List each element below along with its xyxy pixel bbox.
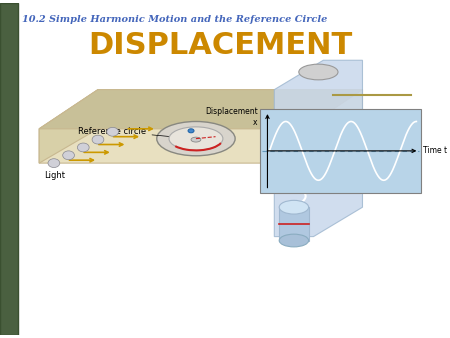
Ellipse shape [169, 127, 223, 150]
Polygon shape [39, 90, 363, 163]
Polygon shape [39, 90, 98, 163]
Text: DISPLACEMENT: DISPLACEMENT [88, 31, 352, 60]
Ellipse shape [299, 64, 338, 80]
Polygon shape [274, 60, 363, 237]
Polygon shape [279, 207, 309, 241]
Text: Light: Light [44, 171, 65, 180]
Text: 10.2 Simple Harmonic Motion and the Reference Circle: 10.2 Simple Harmonic Motion and the Refe… [22, 15, 327, 24]
Ellipse shape [157, 121, 235, 156]
Ellipse shape [279, 234, 309, 247]
Ellipse shape [107, 127, 118, 136]
Polygon shape [260, 109, 421, 193]
Ellipse shape [77, 143, 89, 152]
Polygon shape [0, 3, 18, 335]
Ellipse shape [191, 137, 201, 142]
Text: Reference circle: Reference circle [78, 127, 169, 137]
Text: Displacement
x: Displacement x [205, 107, 258, 127]
Ellipse shape [188, 129, 194, 133]
Ellipse shape [48, 159, 60, 168]
Ellipse shape [92, 135, 104, 144]
Text: Time t: Time t [423, 146, 447, 155]
Ellipse shape [279, 200, 309, 214]
Ellipse shape [63, 151, 74, 160]
Polygon shape [39, 90, 363, 129]
